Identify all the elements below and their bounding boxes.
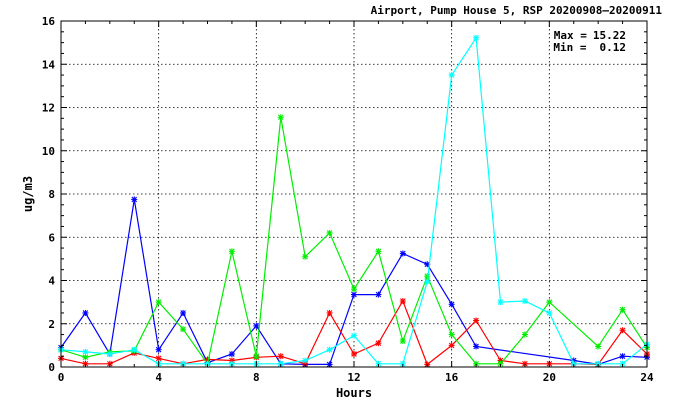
- data-point: [497, 299, 504, 306]
- stat-max-label: Max =: [554, 29, 587, 42]
- stat-min: Min = 0.12: [553, 41, 626, 54]
- data-point: [82, 309, 89, 316]
- grid-lines: [61, 21, 647, 367]
- data-point: [131, 196, 138, 203]
- x-tick-label: 8: [253, 371, 260, 384]
- series-line: [60, 199, 648, 366]
- data-point: [326, 346, 333, 353]
- data-point: [277, 114, 284, 121]
- y-tick-label: 4: [48, 275, 55, 288]
- y-tick-label: 16: [42, 15, 56, 28]
- data-point: [399, 250, 406, 257]
- data-point: [180, 309, 187, 316]
- data-point: [473, 317, 480, 324]
- x-tick-label: 16: [445, 371, 459, 384]
- data-point: [155, 299, 162, 306]
- data-point: [351, 286, 357, 293]
- data-point: [228, 351, 235, 358]
- data-point: [326, 309, 333, 316]
- data-point: [619, 353, 626, 360]
- data-point: [424, 278, 431, 285]
- data-point: [82, 348, 89, 355]
- series-line: [60, 36, 648, 365]
- y-tick-label: 10: [42, 145, 55, 158]
- series-3: [58, 114, 650, 367]
- data-point: [473, 343, 480, 350]
- data-point: [131, 346, 138, 353]
- axis-ticks: [60, 20, 648, 368]
- data-point: [351, 332, 357, 339]
- data-point: [326, 229, 333, 236]
- data-point: [302, 357, 309, 364]
- x-tick-label: 24: [640, 371, 654, 384]
- data-point: [399, 338, 406, 345]
- x-axis-title: Hours: [336, 386, 372, 400]
- data-point: [521, 331, 528, 338]
- stat-max-value: 15.22: [593, 29, 626, 42]
- data-point: [253, 322, 260, 329]
- data-point: [448, 301, 455, 308]
- data-point: [277, 353, 284, 360]
- data-point: [595, 343, 602, 350]
- y-tick-label: 2: [48, 318, 55, 331]
- stat-min-value: 0.12: [600, 41, 627, 54]
- data-point: [375, 291, 382, 298]
- stat-min-label: Min =: [553, 41, 586, 54]
- data-point: [106, 360, 113, 367]
- data-point: [546, 309, 553, 316]
- series-4: [58, 34, 650, 367]
- data-point: [546, 299, 553, 306]
- y-tick-label: 8: [48, 188, 55, 201]
- y-tick-label: 6: [48, 231, 55, 244]
- data-point: [351, 291, 357, 298]
- data-point: [375, 340, 382, 347]
- y-tick-label: 0: [48, 361, 55, 374]
- data-point: [619, 306, 626, 313]
- data-point: [106, 351, 113, 358]
- y-tick-label: 12: [42, 102, 55, 115]
- data-point: [351, 351, 357, 358]
- data-point: [375, 248, 382, 255]
- data-point: [82, 354, 89, 361]
- data-point: [448, 331, 455, 338]
- x-tick-label: 12: [347, 371, 360, 384]
- data-point: [302, 253, 309, 260]
- data-point: [228, 248, 235, 255]
- data-point: [619, 360, 626, 367]
- y-tick-label: 14: [42, 58, 56, 71]
- data-point: [155, 346, 162, 353]
- data-point: [619, 327, 626, 334]
- series-line: [60, 117, 648, 366]
- data-point: [521, 298, 528, 305]
- data-point: [473, 34, 480, 41]
- data-point: [399, 298, 406, 305]
- chart-title: Airport, Pump House 5, RSP 20200908–2020…: [371, 4, 663, 17]
- data-point: [448, 72, 455, 79]
- data-point: [155, 355, 162, 362]
- x-tick-label: 0: [58, 371, 65, 384]
- stat-max: Max = 15.22: [554, 29, 626, 42]
- data-point: [448, 342, 455, 349]
- x-tick-label: 20: [543, 371, 556, 384]
- data-point: [473, 360, 480, 367]
- y-axis-title: ug/m3: [21, 176, 35, 212]
- data-point: [253, 353, 260, 360]
- data-point: [521, 360, 528, 367]
- x-tick-label: 4: [155, 371, 162, 384]
- data-point: [399, 360, 406, 367]
- stats-box: Max = 15.22 Min = 0.12: [553, 29, 626, 54]
- data-point: [180, 326, 187, 333]
